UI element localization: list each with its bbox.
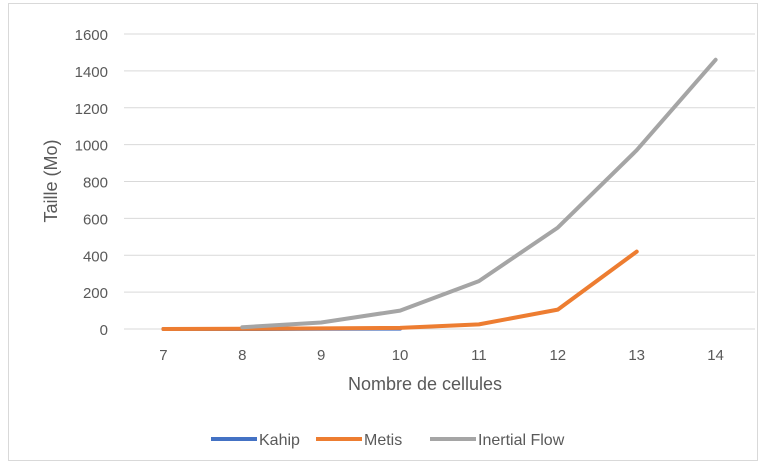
- x-tick-label: 14: [707, 347, 724, 364]
- series-line: [240, 57, 718, 330]
- grid-lines: [124, 33, 755, 330]
- x-tick-label: 10: [392, 347, 409, 364]
- legend-item: Metis: [316, 432, 402, 449]
- x-axis-label: Nombre de cellules: [348, 374, 502, 394]
- legend-label: Kahip: [259, 432, 300, 449]
- x-tick-label: 9: [317, 347, 325, 364]
- y-tick-label: 200: [83, 285, 108, 302]
- chart-frame: [8, 3, 758, 461]
- x-tick-label: 7: [159, 347, 167, 364]
- y-tick-label: 1200: [75, 101, 108, 118]
- series-lines: [161, 57, 718, 331]
- y-tick-label: 400: [83, 248, 108, 265]
- x-tick-label: 13: [628, 347, 645, 364]
- x-tick-label: 12: [549, 347, 566, 364]
- series-line: [161, 249, 639, 331]
- y-axis-ticks: 0 200 400 600 800 1000 1200 1400 1600: [75, 27, 108, 339]
- legend-item: Kahip: [211, 432, 300, 449]
- y-tick-label: 800: [83, 175, 108, 192]
- x-tick-label: 8: [238, 347, 246, 364]
- legend-label: Metis: [364, 432, 402, 449]
- y-axis-label: Taille (Mo): [41, 139, 61, 222]
- y-tick-label: 1000: [75, 138, 108, 155]
- y-tick-label: 1400: [75, 64, 108, 81]
- y-tick-label: 600: [83, 211, 108, 228]
- y-tick-label: 0: [100, 322, 108, 339]
- legend-item: Inertial Flow: [430, 432, 565, 449]
- x-tick-label: 11: [471, 347, 487, 364]
- legend: Kahip Metis Inertial Flow: [211, 432, 565, 449]
- x-axis-ticks: 7 8 9 10 11 12 13 14: [159, 347, 724, 364]
- legend-label: Inertial Flow: [478, 432, 565, 449]
- y-tick-label: 1600: [75, 27, 108, 44]
